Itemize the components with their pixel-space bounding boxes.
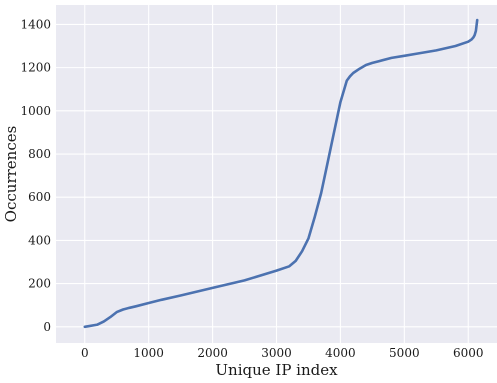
series-layer	[83, 18, 479, 329]
y-tick-label: 0	[43, 320, 51, 334]
y-tick-label: 400	[28, 233, 51, 247]
series-line	[83, 18, 479, 329]
x-tick-label: 2000	[197, 346, 228, 360]
tick-labels: 0 1000 2000 3000 4000 5000 6000 0 200 400 600 800 10…	[20, 17, 483, 360]
x-tick-label: 1000	[133, 346, 164, 360]
y-tick-label: 1200	[20, 61, 51, 75]
y-tick-label: 1000	[20, 104, 51, 118]
x-tick-label: 6000	[453, 346, 484, 360]
x-tick-label: 4000	[325, 346, 356, 360]
x-axis-label: Unique IP index	[215, 361, 338, 378]
y-tick-label: 800	[28, 147, 51, 161]
x-tick-label: 0	[81, 346, 89, 360]
y-axis-label: Occurrences	[2, 126, 20, 223]
y-tick-label: 1400	[20, 17, 51, 31]
y-tick-label: 600	[28, 190, 51, 204]
y-tick-label: 200	[28, 277, 51, 291]
x-tick-label: 5000	[389, 346, 420, 360]
gridlines	[56, 5, 497, 343]
x-tick-label: 3000	[261, 346, 292, 360]
